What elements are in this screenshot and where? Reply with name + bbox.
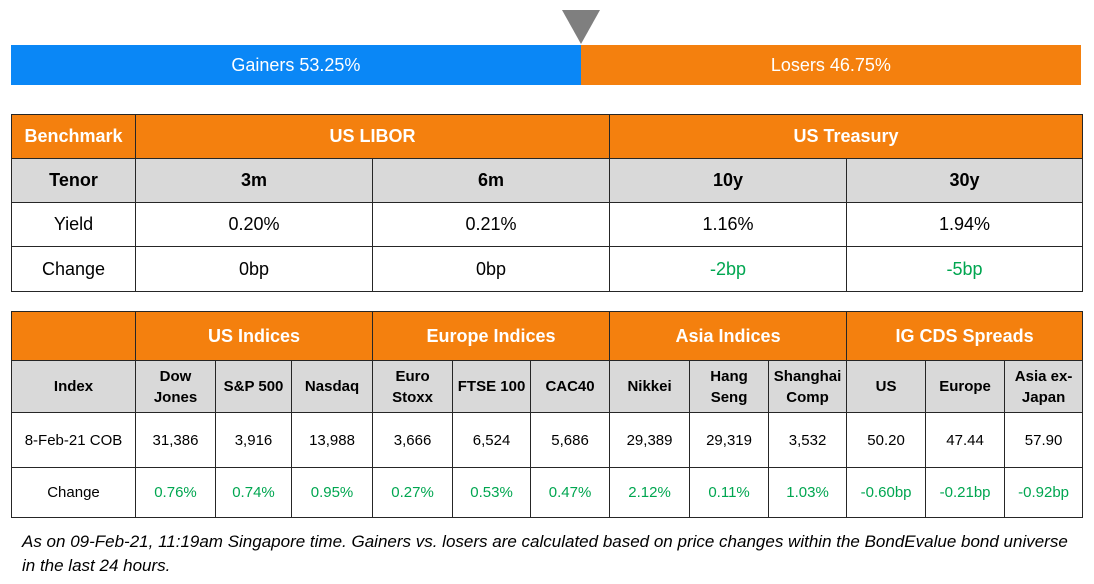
index-column-header: US [846,360,927,413]
benchmark-table: Benchmark US LIBOR US Treasury Tenor 3m … [11,114,1084,292]
cob-value-cell: 50.20 [846,412,927,468]
index-column-header-line: S&P 500 [223,378,284,395]
index-column-header-line: Japan [1021,388,1066,406]
triangle-down-icon [562,10,600,44]
change-cell: 0bp [135,246,373,292]
change-value-cell: 1.03% [768,467,848,518]
us-libor-header: US LIBOR [134,114,611,159]
blank-header-cell [11,311,136,361]
cob-value-cell: 13,988 [290,412,374,468]
cob-value-cell: 3,666 [372,412,454,468]
index-column-header-line: Shanghai [773,367,842,385]
indices-table: US Indices Europe Indices Asia Indices I… [11,311,1084,518]
losers-label: Losers 46.75% [770,54,891,75]
index-column-header-line: Europe [939,378,991,395]
cob-value-cell: 47.44 [925,412,1006,468]
yield-cell: 1.16% [609,202,848,247]
index-column-header-line: Hang [710,367,748,385]
index-column-header: Asia ex- Japan [1004,360,1084,413]
footnote: As on 09-Feb-21, 11:19am Singapore time.… [22,532,1068,575]
change-value-cell: 0.11% [689,467,770,518]
change-label: Change [11,246,136,292]
cob-value-cell: 31,386 [135,412,216,468]
index-column-header: Euro Stoxx [372,360,454,413]
index-column-header: Hang Seng [689,360,770,413]
index-column-header: Shanghai Comp [768,360,848,413]
yield-cell: 1.94% [846,202,1084,247]
change-cell: 0bp [371,246,611,292]
gainers-segment: Gainers 53.25% [11,45,581,85]
yield-cell: 0.21% [371,202,611,247]
yield-cell: 0.20% [135,202,373,247]
change-cell: -5bp [846,246,1084,292]
index-column-header-line: Euro [395,367,430,385]
yield-label: Yield [11,202,136,247]
change-value-cell: 0.74% [215,467,292,518]
asia-indices-header: Asia Indices [609,311,848,361]
change-value-cell: 0.76% [135,467,216,518]
tenor-cell: 3m [135,158,373,203]
change-value-cell: -0.60bp [846,467,927,518]
cob-value-cell: 57.90 [1004,412,1084,468]
index-column-header: CAC40 [530,360,611,413]
benchmark-header: Benchmark [11,114,136,159]
cob-value-cell: 3,916 [215,412,292,468]
index-column-header-line: Comp [786,388,829,406]
us-treasury-header: US Treasury [609,114,1084,159]
index-label: Index [11,360,136,413]
index-column-header-line: Seng [710,388,748,406]
index-column-header-line: Stoxx [392,388,433,406]
change-label: Change [11,467,136,518]
us-indices-header: US Indices [134,311,374,361]
index-column-header-line: Asia ex- [1014,367,1073,385]
losers-segment: Losers 46.75% [580,45,1081,85]
cob-value-cell: 6,524 [452,412,532,468]
cob-value-cell: 3,532 [768,412,848,468]
index-column-header: Europe [925,360,1006,413]
europe-indices-header: Europe Indices [372,311,611,361]
index-column-header-line: FTSE 100 [457,378,526,395]
index-column-header-line: Nikkei [627,378,672,395]
cob-value-cell: 29,319 [689,412,770,468]
index-column-header: Nasdaq [290,360,374,413]
index-column-header-line: Nasdaq [304,378,360,395]
change-value-cell: -0.21bp [925,467,1006,518]
index-column-header: Nikkei [609,360,691,413]
gainers-losers-bar: Gainers 53.25% Losers 46.75% [11,45,1081,85]
change-value-cell: 0.47% [530,467,611,518]
change-value-cell: 2.12% [609,467,691,518]
change-value-cell: 0.53% [452,467,532,518]
index-column-header: FTSE 100 [452,360,532,413]
change-cell: -2bp [609,246,848,292]
ig-cds-spreads-header: IG CDS Spreads [846,311,1084,361]
index-column-header-line: Dow [159,367,192,385]
index-column-header-line: US [875,378,897,395]
tenor-cell: 6m [371,158,611,203]
tenor-cell: 30y [846,158,1084,203]
cob-value-cell: 5,686 [530,412,611,468]
change-value-cell: 0.27% [372,467,454,518]
gainers-label: Gainers 53.25% [231,54,361,75]
index-column-header-line: Jones [153,388,198,406]
cob-label: 8-Feb-21 COB [11,412,136,468]
tenor-label: Tenor [11,158,136,203]
index-column-header-line: CAC40 [545,378,595,395]
index-column-header: S&P 500 [215,360,292,413]
tenor-cell: 10y [609,158,848,203]
index-column-header: Dow Jones [135,360,216,413]
change-value-cell: 0.95% [290,467,374,518]
change-value-cell: -0.92bp [1004,467,1084,518]
cob-value-cell: 29,389 [609,412,691,468]
